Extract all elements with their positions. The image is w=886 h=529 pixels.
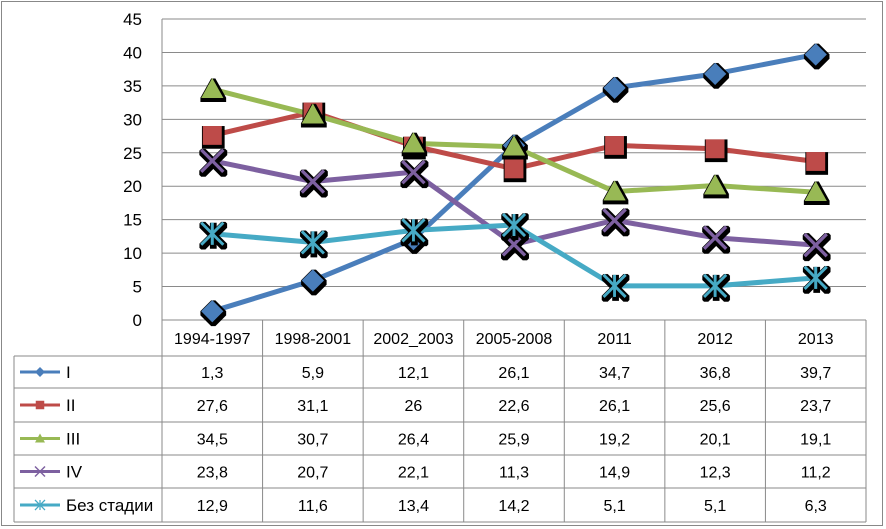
table-cell: 26,1 (599, 398, 630, 415)
table-cell: 14,2 (498, 498, 529, 515)
series-line (211, 51, 817, 314)
table-cell: 5,1 (704, 498, 726, 515)
table-cell: 5,9 (302, 365, 324, 382)
table-cell: 20,1 (700, 432, 731, 449)
table-cell: 26 (405, 398, 423, 415)
table-cell: 25,6 (700, 398, 731, 415)
legend-label: Без стадии (66, 496, 153, 515)
table-cell: 23,8 (197, 465, 228, 482)
x-category-label: 2012 (697, 331, 733, 348)
marker-triangle (503, 135, 525, 156)
table-cell: 20,7 (297, 465, 328, 482)
y-tick-label: 15 (123, 211, 142, 230)
y-tick-label: 0 (133, 311, 142, 330)
table-cell: 34,7 (599, 365, 630, 382)
marker-star (34, 499, 46, 511)
marker-triangle (603, 180, 626, 201)
x-category-label: 2002_2003 (373, 331, 453, 348)
marker-triangle (804, 181, 827, 202)
marker-star (803, 265, 828, 290)
table-cell: 34,5 (197, 432, 228, 449)
marker-x (300, 169, 325, 194)
table-cell: 11,3 (499, 465, 529, 482)
table-cell: 31,1 (297, 398, 328, 415)
table-cell: 27,6 (197, 398, 228, 415)
table-cell: 25,9 (498, 432, 529, 449)
table-cell: 22,1 (398, 465, 429, 482)
marker-diamond (603, 76, 626, 99)
marker-diamond (301, 269, 324, 292)
marker-square (504, 159, 524, 179)
y-tick-label: 40 (123, 43, 142, 62)
y-tick-label: 10 (123, 244, 142, 263)
marker-triangle (35, 433, 45, 443)
marker-triangle (301, 103, 324, 124)
y-tick-label: 5 (133, 278, 142, 297)
table-cell: 12,1 (398, 365, 429, 382)
marker-star (703, 273, 728, 298)
y-tick-label: 25 (123, 144, 142, 163)
table-cell: 36,8 (700, 365, 731, 382)
marker-x (703, 225, 728, 250)
marker-x (501, 232, 527, 257)
table-cell: 11,2 (801, 465, 831, 482)
legend-label: IV (66, 463, 83, 482)
marker-square (202, 126, 222, 145)
x-category-label: 2011 (597, 331, 632, 348)
marker-star (401, 218, 426, 243)
x-category-label: 1998-2001 (275, 331, 352, 348)
marker-square (605, 136, 624, 155)
table-cell: 1,3 (201, 365, 223, 382)
marker-square (35, 400, 45, 410)
marker-square (806, 152, 826, 171)
table-cell: 23,7 (800, 398, 831, 415)
table-cell: 5,1 (603, 498, 625, 515)
marker-triangle (201, 78, 224, 99)
marker-x (401, 160, 426, 185)
table-cell: 6,3 (805, 498, 827, 515)
legend-label: II (66, 396, 75, 415)
legend-label: I (66, 363, 71, 382)
table-cell: 39,7 (800, 365, 831, 382)
marker-triangle (402, 132, 425, 153)
marker-x (34, 465, 46, 478)
marker-x (803, 232, 828, 258)
marker-diamond (35, 367, 45, 377)
table-cell: 30,7 (297, 432, 328, 449)
x-category-label: 1994-1997 (174, 331, 251, 348)
y-tick-label: 45 (123, 10, 142, 29)
marker-square (705, 139, 725, 159)
marker-triangle (704, 174, 727, 195)
marker-diamond (804, 43, 827, 66)
marker-star (602, 273, 627, 298)
table-cell: 26,4 (398, 432, 429, 449)
marker-star (200, 221, 225, 246)
table-cell: 19,1 (800, 432, 831, 449)
marker-diamond (704, 62, 727, 85)
table-cell: 11,6 (298, 498, 328, 515)
marker-x (200, 148, 225, 173)
y-tick-label: 30 (123, 110, 142, 129)
marker-star (300, 230, 325, 255)
table-cell: 14,9 (599, 465, 630, 482)
y-tick-label: 35 (123, 77, 142, 96)
marker-diamond (201, 300, 224, 323)
x-category-label: 2005-2008 (476, 331, 553, 348)
table-cell: 19,2 (599, 432, 630, 449)
table-cell: 12,9 (197, 498, 228, 515)
table-cell: 26,1 (498, 365, 529, 382)
table-cell: 12,3 (700, 465, 731, 482)
marker-star (502, 213, 526, 237)
marker-x (602, 208, 627, 233)
legend-label: III (66, 430, 80, 449)
y-tick-label: 20 (123, 177, 142, 196)
x-category-label: 2013 (798, 331, 834, 348)
table-cell: 13,4 (398, 498, 429, 515)
table-cell: 22,6 (498, 398, 529, 415)
